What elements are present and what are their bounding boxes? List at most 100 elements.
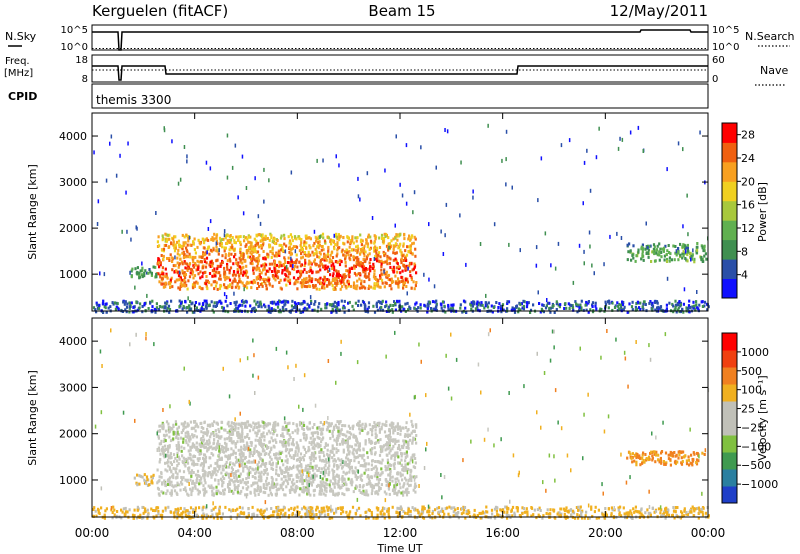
data-cell	[215, 485, 218, 489]
data-cell	[330, 310, 333, 314]
data-cell	[193, 274, 197, 278]
data-cell	[372, 304, 375, 308]
data-cell	[272, 424, 275, 428]
data-cell	[172, 473, 175, 477]
data-cell	[259, 300, 262, 304]
data-cell	[178, 469, 181, 473]
data-cell	[287, 261, 290, 264]
data-cell	[158, 493, 161, 497]
data-cell	[700, 258, 703, 262]
data-cell	[177, 448, 181, 452]
data-cell	[207, 471, 210, 475]
data-cell	[213, 438, 216, 442]
data-cell	[318, 489, 321, 493]
data-cell	[141, 266, 144, 270]
data-cell	[298, 460, 301, 463]
data-cell	[587, 300, 590, 303]
data-cell	[408, 234, 411, 238]
data-cell	[231, 429, 235, 433]
data-cell	[585, 308, 588, 312]
data-cell	[396, 262, 399, 266]
data-cell	[318, 425, 321, 429]
data-cell	[213, 274, 216, 278]
data-cell	[347, 236, 350, 240]
data-cell	[331, 429, 334, 433]
data-cell	[358, 442, 361, 446]
data-cell	[428, 222, 430, 227]
data-cell	[389, 448, 392, 452]
data-cell	[315, 484, 319, 488]
data-cell	[410, 431, 413, 435]
data-cell	[230, 478, 233, 482]
data-cell	[263, 453, 266, 457]
data-cell	[406, 277, 409, 281]
data-cell	[667, 244, 670, 247]
data-cell	[414, 254, 417, 258]
data-cell	[322, 236, 325, 240]
data-cell	[684, 249, 687, 254]
data-cell	[343, 242, 346, 246]
data-cell	[365, 493, 368, 497]
data-cell	[363, 260, 366, 264]
data-cell	[402, 490, 405, 494]
data-cell	[307, 463, 310, 467]
data-cell	[291, 299, 294, 303]
data-cell	[290, 170, 293, 175]
data-cell	[314, 278, 317, 282]
data-cell	[676, 308, 679, 312]
data-cell	[220, 420, 224, 424]
data-cell	[195, 422, 198, 426]
data-cell	[364, 464, 367, 468]
data-cell	[331, 456, 334, 460]
data-cell	[296, 443, 299, 447]
data-cell	[383, 423, 386, 427]
data-cell	[271, 274, 274, 277]
data-cell	[166, 469, 169, 473]
data-cell	[392, 270, 395, 274]
data-cell	[252, 250, 255, 254]
data-cell	[301, 248, 304, 251]
data-cell	[399, 448, 402, 452]
data-cell	[317, 442, 320, 446]
data-cell	[173, 246, 176, 250]
data-cell	[184, 431, 187, 435]
data-cell	[154, 265, 157, 269]
data-cell	[398, 303, 401, 307]
data-cell	[399, 242, 402, 246]
data-cell	[276, 263, 279, 267]
data-cell	[301, 249, 304, 253]
data-cell	[230, 471, 233, 475]
data-cell	[230, 432, 233, 436]
data-cell	[281, 305, 284, 309]
data-cell	[130, 301, 133, 305]
data-cell	[413, 306, 416, 310]
data-cell	[223, 283, 226, 287]
data-cell	[347, 253, 350, 257]
data-cell	[219, 239, 222, 243]
data-cell	[646, 246, 649, 250]
data-cell	[341, 465, 344, 469]
data-cell	[505, 182, 507, 187]
data-cell	[237, 235, 240, 239]
data-cell	[642, 149, 644, 153]
data-cell	[276, 433, 279, 437]
data-cell	[399, 486, 402, 490]
data-cell	[629, 130, 632, 135]
data-cell	[199, 276, 202, 280]
data-cell	[340, 428, 343, 432]
data-cell	[220, 242, 223, 245]
data-cell	[262, 263, 265, 267]
data-cell	[404, 433, 407, 437]
data-cell	[276, 422, 279, 426]
data-cell	[285, 283, 288, 287]
data-cell	[136, 473, 139, 477]
data-cell	[162, 257, 165, 261]
data-cell	[348, 270, 351, 274]
data-cell	[219, 243, 222, 247]
data-cell	[229, 259, 232, 263]
data-cell	[674, 245, 677, 248]
data-cell	[325, 258, 328, 262]
data-cell	[145, 482, 148, 486]
data-cell	[323, 459, 326, 463]
data-cell	[136, 308, 140, 312]
